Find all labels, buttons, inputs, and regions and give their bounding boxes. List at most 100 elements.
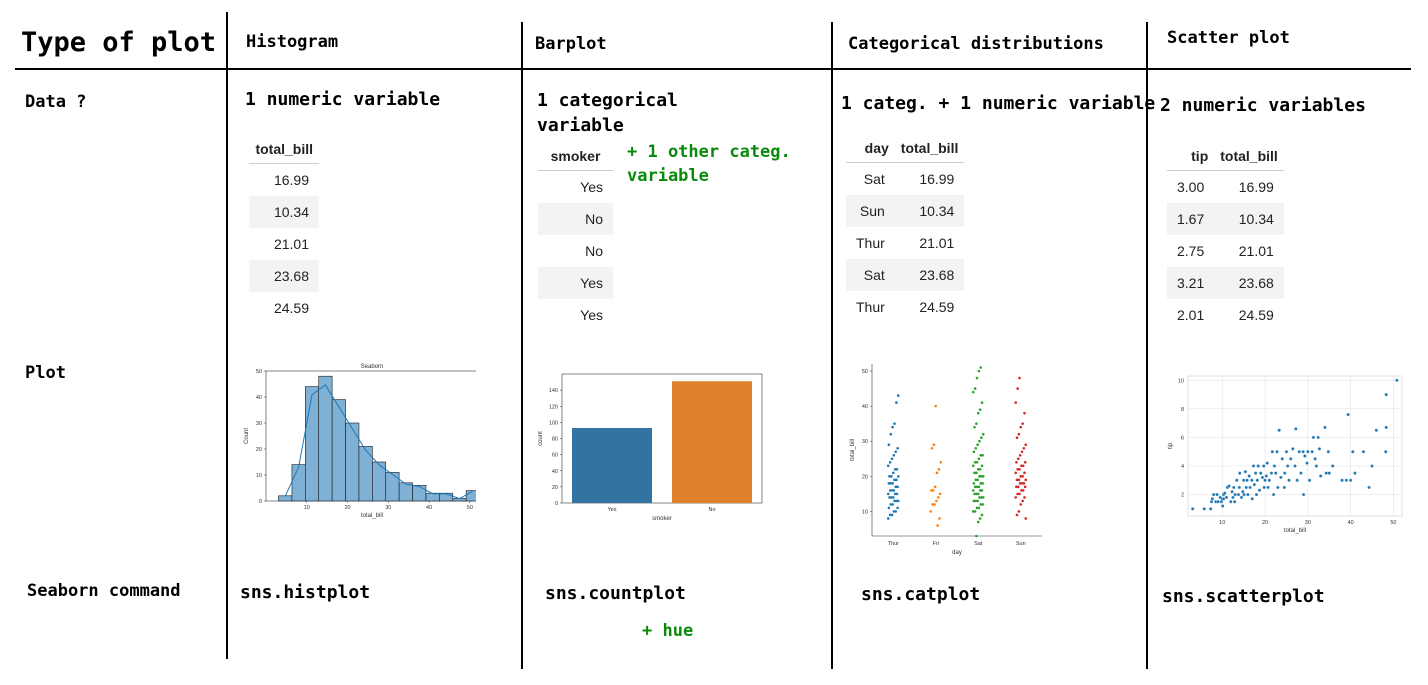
data-desc-barplot-extra-2: variable (627, 166, 709, 186)
strip-point (890, 489, 894, 492)
scatter-point (1262, 485, 1266, 490)
table-cell: 21.01 (919, 235, 955, 251)
scatter-point (1216, 499, 1220, 504)
histogram-chart: Seaborn 10 20 30 40 50 0 10 20 30 40 50 total_bill Co… (244, 364, 476, 519)
scatter-point (1232, 499, 1237, 504)
table-cell: Yes (580, 307, 603, 323)
scatter-point (1353, 471, 1357, 475)
y-tick-label: 2 (1181, 493, 1184, 499)
y-tick-label: 40 (256, 395, 262, 401)
scatterplot-chart: 10 20 30 40 50 2 4 6 8 10 total_bill tip (1168, 375, 1403, 534)
strip-point (893, 499, 896, 503)
plot-frame (1187, 375, 1403, 517)
kde-line (284, 384, 474, 500)
strip-point (1020, 450, 1024, 454)
scatter-point (1287, 478, 1291, 483)
scatter-point (1313, 457, 1317, 461)
histogram-bar (345, 422, 360, 502)
table-barplot: smoker Yes No No Yes Yes (538, 142, 613, 331)
strip-point (1024, 517, 1028, 520)
table-cell: Sat (863, 171, 885, 187)
scatter-point (1267, 478, 1272, 483)
strip-point (1023, 485, 1027, 489)
strip-point (1015, 485, 1018, 489)
histogram-bar (385, 472, 400, 502)
scatter-point (1242, 492, 1246, 497)
scatter-point (1211, 492, 1216, 497)
y-tick-label: 10 (862, 509, 868, 515)
scatter-point (1235, 478, 1239, 483)
scatter-point (1323, 425, 1327, 430)
strip-point (1023, 411, 1026, 415)
column-header-scatter: Scatter plot (1167, 28, 1290, 48)
y-tick-label: 10 (1178, 378, 1184, 384)
strip-point (975, 492, 978, 496)
strip-point (895, 499, 898, 503)
strip-point (1015, 478, 1019, 482)
y-tick-label: 50 (862, 369, 868, 375)
scatter-point (1311, 435, 1316, 440)
strip-point (981, 475, 985, 478)
table-cell: Yes (580, 179, 603, 195)
scatter-point (1237, 485, 1242, 490)
column-divider-2 (521, 22, 523, 669)
strip-point (1018, 482, 1022, 485)
strip-point (1016, 457, 1020, 461)
table-cell: 24.59 (1238, 307, 1274, 323)
table-cell: Yes (538, 267, 613, 299)
strip-point (972, 499, 976, 503)
scatter-point (1301, 449, 1305, 454)
table-cell: 10.34 (1214, 203, 1284, 235)
table-cell: Sat (846, 259, 895, 291)
scatter-point (1310, 449, 1314, 454)
strip-point (1014, 401, 1018, 404)
scatter-point (1395, 378, 1399, 383)
strip-point (973, 425, 976, 429)
scatter-point (1291, 447, 1295, 451)
strip-point (934, 404, 938, 408)
strip-point (977, 369, 981, 373)
strip-point (933, 485, 937, 489)
y-tick-label: 120 (549, 404, 558, 410)
scatter-point (1244, 485, 1248, 490)
y-tick-label: 80 (552, 437, 558, 443)
strip-point (975, 506, 979, 510)
strip-point (973, 460, 977, 464)
strip-point (935, 471, 939, 475)
strip-point (887, 443, 891, 447)
scatter-point (1348, 478, 1353, 483)
strip-point (1017, 478, 1021, 482)
strip-point (890, 513, 894, 517)
x-tick-label: 10 (1219, 520, 1225, 526)
strip-point (1016, 468, 1019, 471)
scatter-point (1219, 499, 1224, 504)
strip-point (974, 446, 978, 450)
strip-point (1018, 453, 1022, 457)
strip-point (890, 475, 893, 478)
table-cell: 23.68 (1214, 267, 1284, 299)
scatter-point (1303, 454, 1307, 458)
strip-point (890, 496, 893, 499)
scatter-point (1266, 485, 1270, 490)
strip-point (896, 475, 900, 478)
scatter-point (1284, 449, 1289, 454)
strip-point (1018, 376, 1021, 380)
table-cell: Thur (856, 299, 885, 315)
strip-point (888, 496, 891, 499)
scatter-point (1256, 464, 1260, 468)
histogram-bar (278, 495, 293, 502)
strip-point (973, 471, 976, 475)
strip-point (975, 471, 978, 475)
scatter-point (1285, 464, 1290, 468)
strip-point (975, 422, 978, 425)
strip-point (976, 478, 979, 482)
y-tick-label: 10 (256, 473, 262, 479)
scatter-point (1253, 471, 1258, 475)
strip-point (891, 496, 895, 499)
strip-point (978, 475, 981, 478)
table-header: smoker (538, 142, 613, 171)
table-header: day (846, 134, 895, 163)
strip-point (892, 510, 896, 513)
scatter-point (1324, 471, 1328, 475)
strip-point (931, 503, 934, 506)
